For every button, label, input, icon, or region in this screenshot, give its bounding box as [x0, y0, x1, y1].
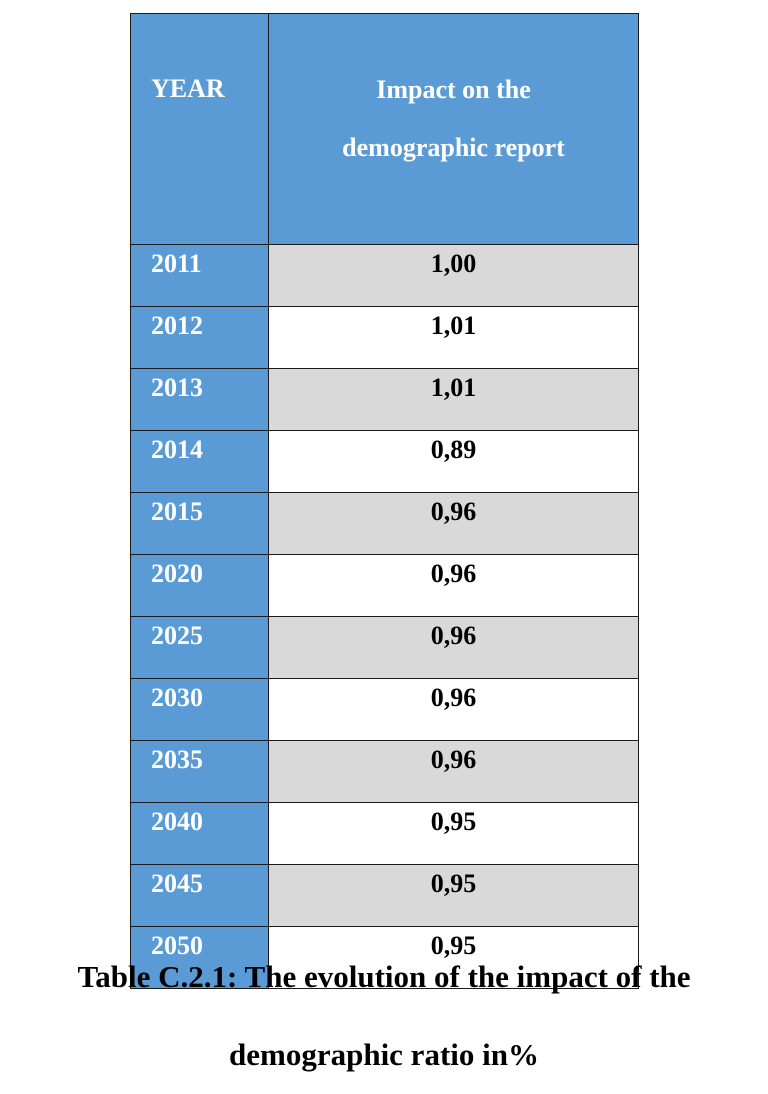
table-row: 2050 0,95 [130, 926, 639, 989]
table-row: 2040 0,95 [130, 802, 639, 865]
header-impact-line2: demographic report [342, 133, 565, 162]
table-row: 2014 0,89 [130, 430, 639, 493]
year-cell: 2050 [130, 926, 269, 989]
header-impact: Impact on the demographic report [268, 13, 639, 245]
year-cell: 2025 [130, 616, 269, 679]
value-cell: 0,89 [268, 430, 639, 493]
table-row: 2015 0,96 [130, 492, 639, 555]
value-cell: 0,96 [268, 616, 639, 679]
year-cell: 2011 [130, 244, 269, 307]
table-caption: Table C.2.1: The evolution of the impact… [0, 938, 768, 1094]
table-row: 2025 0,96 [130, 616, 639, 679]
year-cell: 2030 [130, 678, 269, 741]
table-row: 2020 0,96 [130, 554, 639, 617]
value-cell: 0,96 [268, 492, 639, 555]
caption-line2: demographic ratio in% [229, 1037, 539, 1072]
header-year: YEAR [130, 13, 269, 245]
header-row: YEAR Impact on the demographic report [130, 13, 639, 245]
year-cell: 2013 [130, 368, 269, 431]
value-cell: 0,95 [268, 864, 639, 927]
data-table: YEAR Impact on the demographic report 20… [130, 13, 639, 989]
year-cell: 2045 [130, 864, 269, 927]
year-cell: 2015 [130, 492, 269, 555]
table-row: 2013 1,01 [130, 368, 639, 431]
year-cell: 2012 [130, 306, 269, 369]
value-cell: 0,96 [268, 678, 639, 741]
year-cell: 2014 [130, 430, 269, 493]
value-cell: 1,01 [268, 306, 639, 369]
table-row: 2011 1,00 [130, 244, 639, 307]
table-body: 2011 1,00 2012 1,01 2013 1,01 2014 0,89 … [130, 244, 639, 989]
year-cell: 2020 [130, 554, 269, 617]
value-cell: 0,96 [268, 554, 639, 617]
value-cell: 1,00 [268, 244, 639, 307]
value-cell: 0,95 [268, 926, 639, 989]
value-cell: 1,01 [268, 368, 639, 431]
table-row: 2030 0,96 [130, 678, 639, 741]
header-impact-line1: Impact on the [376, 75, 531, 104]
year-cell: 2035 [130, 740, 269, 803]
table-row: 2012 1,01 [130, 306, 639, 369]
caption-line1: Table C.2.1: The evolution of the impact… [77, 959, 691, 994]
value-cell: 0,95 [268, 802, 639, 865]
table-row: 2035 0,96 [130, 740, 639, 803]
value-cell: 0,96 [268, 740, 639, 803]
year-cell: 2040 [130, 802, 269, 865]
table-row: 2045 0,95 [130, 864, 639, 927]
